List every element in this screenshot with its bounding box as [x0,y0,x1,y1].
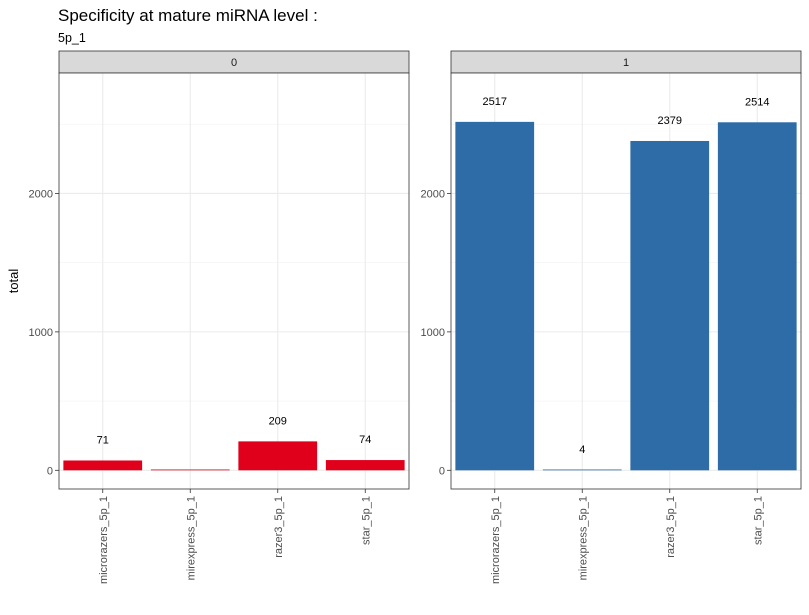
bar-mirexpress_5p_1 [542,469,622,471]
facet-strip-label: 1 [623,57,629,69]
bar-microrazers_5p_1 [455,121,535,471]
y-tick-label: 1000 [29,327,53,339]
y-tick-label: 2000 [421,188,445,200]
x-tick-label: star_5p_1 [360,496,372,545]
bar-mirexpress_5p_1 [150,469,230,471]
y-tick-label: 0 [47,465,53,477]
panel-background [59,73,409,489]
x-tick-label: star_5p_1 [752,496,764,545]
y-axis-label: total [6,269,21,294]
x-tick-label: razer3_5p_1 [273,496,285,558]
y-tick-label: 2000 [29,188,53,200]
x-tick-label: microrazers_5p_1 [98,496,110,584]
x-tick-label: mirexpress_5p_1 [185,496,197,580]
bar-razer3_5p_1 [238,441,318,471]
data-label: 2379 [658,115,682,127]
data-label: 209 [269,415,287,427]
chart-title: Specificity at mature miRNA level : [58,6,318,25]
bar-star_5p_1 [717,122,797,471]
y-tick-label: 0 [439,465,445,477]
facet-panel-0: 0 71 209 74 0 1000 2000 microrazers_5p_1 mirexpr… [29,50,410,584]
facet-panel-1: 1 2517 4 2379 2514 0 1000 2000 microrazers_5p_1 m… [421,50,802,584]
facet-strip-label: 0 [231,57,237,69]
data-label: 71 [97,434,109,446]
x-tick-label: mirexpress_5p_1 [577,496,589,580]
panel-border [450,72,802,490]
facet-panels: 0 71 209 74 0 1000 2000 microrazers_5p_1 mirexpr… [29,50,802,584]
bar-star_5p_1 [325,460,405,471]
panel-border [58,72,410,490]
x-tick-label: razer3_5p_1 [665,496,677,558]
data-label: 4 [579,444,585,456]
data-label: 74 [359,434,371,446]
y-tick-label: 1000 [421,327,445,339]
chart-subtitle: 5p_1 [58,31,86,45]
x-tick-label: microrazers_5p_1 [490,496,502,584]
data-label: 2514 [745,96,769,108]
data-label: 2517 [483,96,507,108]
bar-microrazers_5p_1 [63,460,143,471]
bar-razer3_5p_1 [630,140,710,471]
